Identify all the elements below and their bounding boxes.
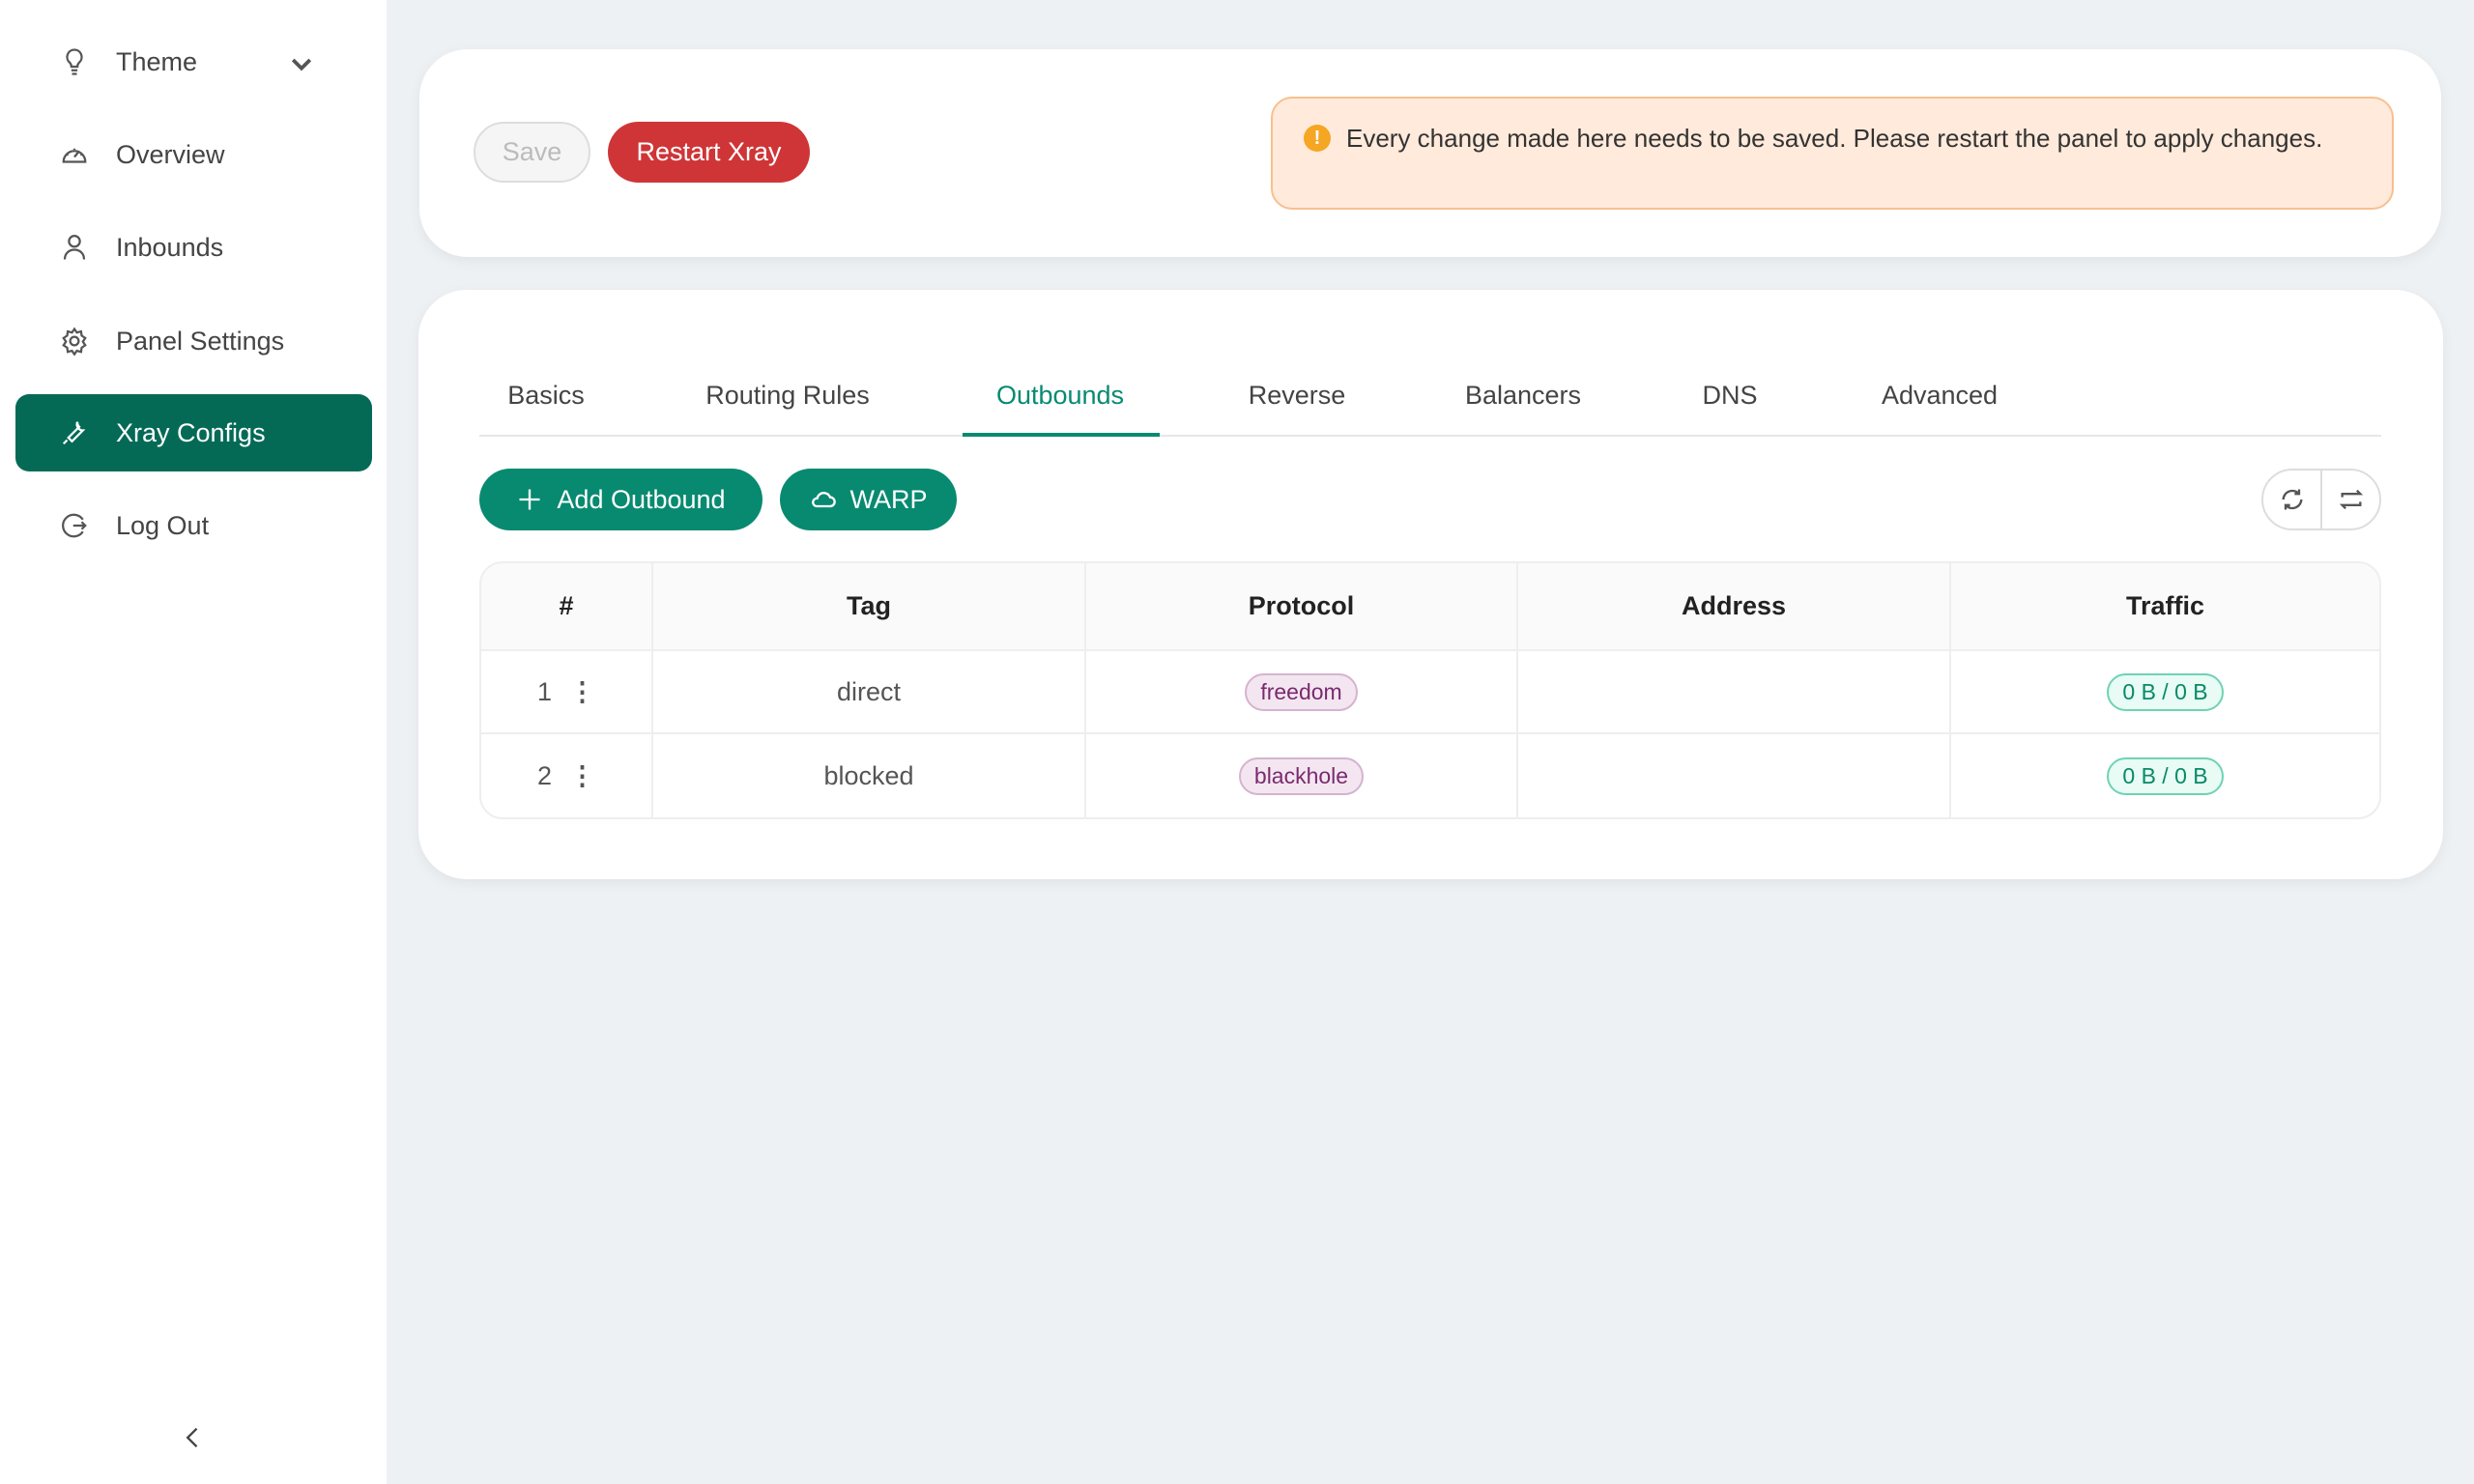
config-card: Basics Routing Rules Outbounds Reverse B… bbox=[418, 290, 2443, 879]
sidebar-item-label: Theme bbox=[116, 46, 198, 76]
sidebar-item-label: Inbounds bbox=[116, 232, 224, 262]
row-number-cell: 2 ⋮ bbox=[481, 734, 653, 817]
protocol-badge: freedom bbox=[1245, 672, 1358, 711]
sidebar-item-label: Overview bbox=[116, 139, 225, 169]
warp-label: WARP bbox=[849, 484, 928, 514]
tab-advanced[interactable]: Advanced bbox=[1881, 381, 1999, 410]
tab-reverse[interactable]: Reverse bbox=[1248, 381, 1346, 410]
table-row: 2 ⋮ blocked blackhole 0 B / 0 B bbox=[481, 734, 2379, 817]
protocol-cell: blackhole bbox=[1086, 734, 1518, 817]
tab-routing-rules[interactable]: Routing Rules bbox=[705, 381, 870, 410]
save-button[interactable]: Save bbox=[474, 122, 590, 183]
sidebar-item-log-out[interactable]: Log Out bbox=[15, 487, 372, 564]
sidebar-item-label: Log Out bbox=[116, 510, 210, 540]
restart-xray-button[interactable]: Restart Xray bbox=[608, 122, 810, 183]
refresh-button[interactable] bbox=[2263, 471, 2322, 528]
sidebar-item-xray-configs[interactable]: Xray Configs bbox=[15, 394, 372, 471]
warning-icon: ! bbox=[1304, 125, 1331, 152]
protocol-badge: blackhole bbox=[1238, 756, 1365, 795]
swap-button[interactable] bbox=[2322, 471, 2379, 528]
bulb-icon bbox=[66, 48, 83, 75]
add-outbound-label: Add Outbound bbox=[557, 484, 726, 514]
tab-basics[interactable]: Basics bbox=[507, 381, 585, 410]
table-row: 1 ⋮ direct freedom 0 B / 0 B bbox=[481, 651, 2379, 734]
column-header-protocol: Protocol bbox=[1086, 563, 1518, 651]
tab-outbounds[interactable]: Outbounds bbox=[995, 381, 1125, 410]
sidebar-item-panel-settings[interactable]: Panel Settings bbox=[15, 302, 372, 380]
row-number: 1 bbox=[536, 676, 553, 706]
logout-icon bbox=[62, 513, 87, 538]
active-tab-indicator bbox=[963, 433, 1160, 437]
tag-cell: direct bbox=[653, 651, 1086, 734]
column-header-tag: Tag bbox=[653, 563, 1086, 651]
sidebar-item-label: Panel Settings bbox=[116, 326, 285, 356]
row-number: 2 bbox=[536, 760, 553, 790]
tab-bar: Basics Routing Rules Outbounds Reverse B… bbox=[479, 381, 2381, 437]
user-icon bbox=[63, 235, 86, 260]
more-actions-icon[interactable]: ⋮ bbox=[569, 760, 596, 790]
wrench-icon bbox=[62, 421, 86, 445]
sidebar-item-inbounds[interactable]: Inbounds bbox=[15, 209, 372, 286]
alert-text: Every change made here needs to be saved… bbox=[1346, 124, 2323, 153]
tab-balancers[interactable]: Balancers bbox=[1464, 381, 1582, 410]
add-outbound-button[interactable]: Add Outbound bbox=[479, 469, 762, 530]
toolbar-card: Save Restart Xray ! Every change made he… bbox=[419, 49, 2441, 257]
column-header-number: # bbox=[481, 563, 653, 651]
dashboard-icon bbox=[62, 148, 87, 163]
column-header-address: Address bbox=[1518, 563, 1951, 651]
sidebar-item-overview[interactable]: Overview bbox=[15, 116, 372, 193]
save-warning-alert: ! Every change made here needs to be sav… bbox=[1271, 97, 2394, 210]
gear-icon bbox=[62, 327, 87, 356]
sidebar-item-label: Xray Configs bbox=[116, 417, 266, 447]
address-cell bbox=[1518, 651, 1951, 734]
protocol-cell: freedom bbox=[1086, 651, 1518, 734]
tab-dns[interactable]: DNS bbox=[1702, 381, 1758, 410]
more-actions-icon[interactable]: ⋮ bbox=[569, 676, 596, 706]
traffic-cell: 0 B / 0 B bbox=[1951, 734, 2379, 817]
row-number-cell: 1 ⋮ bbox=[481, 651, 653, 734]
sidebar-item-theme[interactable]: Theme bbox=[15, 23, 372, 100]
cloud-icon bbox=[811, 492, 836, 508]
traffic-cell: 0 B / 0 B bbox=[1951, 651, 2379, 734]
address-cell bbox=[1518, 734, 1951, 817]
outbounds-table: # Tag Protocol Address Traffic 1 ⋮ direct… bbox=[479, 561, 2381, 819]
tag-cell: blocked bbox=[653, 734, 1086, 817]
column-header-traffic: Traffic bbox=[1951, 563, 2379, 651]
traffic-badge: 0 B / 0 B bbox=[2107, 672, 2224, 711]
chevron-down-icon bbox=[291, 58, 312, 71]
plus-icon bbox=[519, 489, 540, 510]
swap-icon bbox=[2339, 489, 2363, 510]
table-actions bbox=[2261, 469, 2381, 530]
refresh-icon bbox=[2282, 489, 2302, 510]
warp-button[interactable]: WARP bbox=[780, 469, 957, 530]
collapse-sidebar-icon[interactable] bbox=[180, 1424, 207, 1451]
traffic-badge: 0 B / 0 B bbox=[2107, 756, 2224, 795]
sidebar: Theme Overview Inbounds Panel Settings X… bbox=[0, 0, 387, 1484]
